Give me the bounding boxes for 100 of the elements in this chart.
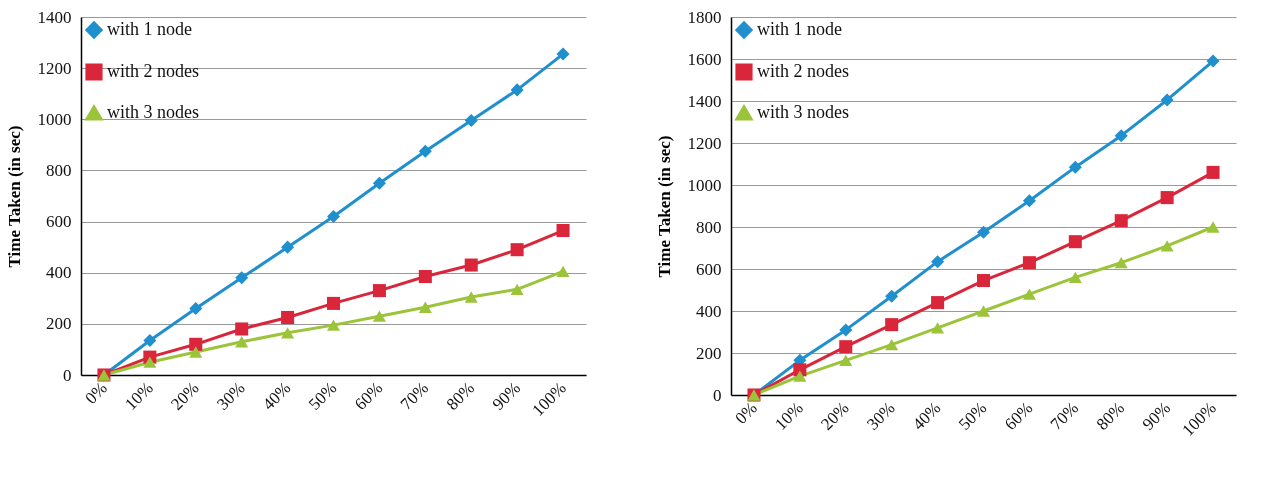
point xyxy=(885,318,899,332)
x-tick-label: 10% xyxy=(771,398,807,434)
y-tick-label: 1600 xyxy=(687,49,722,69)
point xyxy=(1068,160,1082,174)
point xyxy=(464,258,478,272)
legend-label: with 1 node xyxy=(757,19,842,39)
y-tick-label: 800 xyxy=(696,217,722,237)
point xyxy=(510,283,524,295)
point xyxy=(1160,191,1174,205)
point xyxy=(372,310,386,322)
x-tick-label: 90% xyxy=(488,378,524,414)
x-tick-label: 0% xyxy=(81,378,111,408)
point xyxy=(931,255,945,269)
point xyxy=(1206,54,1220,68)
point xyxy=(143,356,157,368)
point xyxy=(793,370,807,382)
y-tick-label: 0 xyxy=(713,385,722,405)
x-tick-label: 70% xyxy=(1046,398,1083,434)
y-tick-label: 1400 xyxy=(37,7,72,27)
legend-label: with 3 nodes xyxy=(757,102,849,122)
y-axis-title: Time Taken (in sec) xyxy=(654,135,674,278)
y-tick-label: 200 xyxy=(46,314,72,334)
point xyxy=(931,322,945,334)
point xyxy=(1114,257,1128,269)
y-tick-label: 1000 xyxy=(687,175,722,195)
y-tick-label: 600 xyxy=(46,212,72,232)
point xyxy=(1114,129,1128,143)
x-tick-label: 50% xyxy=(304,378,341,414)
point xyxy=(1160,93,1174,107)
x-tick-label: 80% xyxy=(442,378,479,414)
legend-label: with 1 node xyxy=(107,19,192,39)
point xyxy=(885,289,899,303)
y-tick-label: 200 xyxy=(696,343,722,363)
x-tick-label: 60% xyxy=(350,378,387,414)
point xyxy=(464,114,478,128)
y-tick-label: 1000 xyxy=(37,109,72,129)
point xyxy=(143,333,157,347)
x-tick-label: 40% xyxy=(258,378,295,414)
point xyxy=(189,337,203,351)
y-tick-label: 1800 xyxy=(687,7,722,27)
point xyxy=(418,144,432,158)
point xyxy=(1206,165,1220,179)
point xyxy=(281,327,295,339)
point xyxy=(556,265,570,278)
point xyxy=(1068,235,1082,249)
point xyxy=(1160,240,1174,252)
point xyxy=(235,322,249,336)
y-axis-title: Time Taken (in sec) xyxy=(4,125,24,268)
x-tick-label: 70% xyxy=(396,378,433,414)
x-tick-label: 20% xyxy=(167,378,203,414)
y-tick-label: 1200 xyxy=(37,58,72,78)
x-tick-label: 40% xyxy=(908,398,945,434)
point xyxy=(839,323,853,337)
x-tick-label: 90% xyxy=(1138,398,1174,434)
point xyxy=(1022,194,1036,208)
x-tick-label: 50% xyxy=(954,398,991,434)
point xyxy=(464,291,478,303)
point xyxy=(235,271,249,285)
point xyxy=(976,274,991,288)
point xyxy=(1022,256,1036,270)
legend-label: with 2 nodes xyxy=(757,61,849,81)
point xyxy=(326,319,341,331)
x-tick-label: 0% xyxy=(731,398,761,428)
x-tick-label: 30% xyxy=(213,378,249,414)
point xyxy=(281,310,295,324)
point xyxy=(976,225,991,239)
point xyxy=(976,305,991,317)
point xyxy=(372,284,386,298)
point xyxy=(1114,214,1128,228)
y-tick-label: 1400 xyxy=(687,91,722,111)
point xyxy=(326,209,341,223)
x-tick-label: 30% xyxy=(863,398,899,434)
y-tick-label: 800 xyxy=(46,160,72,180)
point xyxy=(1022,288,1036,300)
point xyxy=(1206,221,1220,233)
x-tick-label: 80% xyxy=(1092,398,1129,434)
point xyxy=(189,346,203,358)
y-tick-label: 600 xyxy=(696,259,722,279)
point xyxy=(1068,271,1082,284)
point xyxy=(885,338,899,351)
point xyxy=(326,296,341,310)
y-tick-label: 1200 xyxy=(687,133,722,153)
point xyxy=(556,47,570,61)
point xyxy=(510,243,524,257)
legend-label: with 3 nodes xyxy=(107,102,199,122)
point xyxy=(556,224,570,238)
y-tick-label: 400 xyxy=(696,301,722,321)
point xyxy=(372,176,386,190)
point xyxy=(510,83,524,97)
point xyxy=(931,296,945,310)
point xyxy=(281,240,295,254)
legend-label: with 2 nodes xyxy=(107,61,199,81)
point xyxy=(189,302,203,316)
x-tick-label: 10% xyxy=(121,378,157,414)
point xyxy=(235,336,249,348)
x-tick-label: 20% xyxy=(817,398,853,434)
x-tick-label: 60% xyxy=(1000,398,1037,434)
point xyxy=(418,270,432,284)
y-tick-label: 400 xyxy=(46,263,72,283)
point xyxy=(839,354,853,366)
